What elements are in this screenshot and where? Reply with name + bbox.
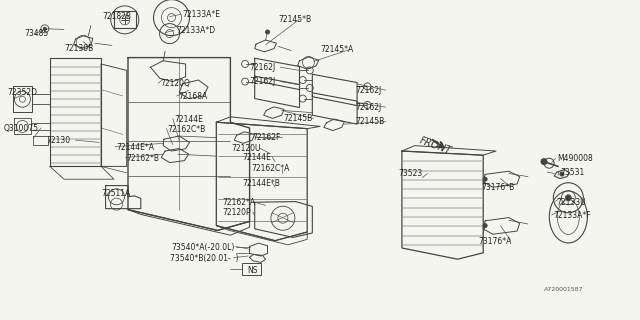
Text: 72511A: 72511A [101,189,131,198]
Text: 72120U: 72120U [232,144,261,153]
Text: M490008: M490008 [557,154,593,163]
Text: 72162*B: 72162*B [127,154,160,163]
Circle shape [483,177,487,181]
Text: 72162J: 72162J [355,103,381,112]
Text: FRONT: FRONT [418,135,452,156]
Text: 73540*B(20.01-  ): 73540*B(20.01- ) [170,254,238,263]
Text: 72182B: 72182B [102,12,131,20]
Text: 72130: 72130 [46,136,70,145]
Text: 72130B: 72130B [64,44,93,53]
Text: 73523: 73523 [398,169,422,178]
Text: 72120P: 72120P [223,208,252,217]
Text: 73531: 73531 [560,168,584,177]
Text: 72168A: 72168A [178,92,207,101]
Circle shape [483,224,487,228]
Text: NS: NS [248,266,258,275]
Text: 72144E: 72144E [242,153,271,162]
Text: 73176*A: 73176*A [479,237,512,246]
Bar [242,263,261,275]
Text: 72162C*B: 72162C*B [168,125,206,134]
Circle shape [541,159,547,164]
Text: 73540*A(-20.0L): 73540*A(-20.0L) [172,243,235,252]
Text: 72162J: 72162J [355,86,381,95]
Text: 72133A*E: 72133A*E [182,10,220,19]
Text: Q310075: Q310075 [3,124,38,133]
Text: 72133A*F: 72133A*F [554,212,591,220]
Text: 72145*B: 72145*B [278,15,312,24]
Text: 72352D: 72352D [8,88,38,97]
Text: 72162J: 72162J [250,77,276,86]
Text: 72144E: 72144E [174,115,203,124]
Text: 73176*B: 73176*B [481,183,515,192]
Text: 72133U: 72133U [557,198,586,207]
Text: 72145*A: 72145*A [320,45,353,54]
Text: 72133A*D: 72133A*D [176,26,215,35]
Circle shape [565,195,572,201]
Text: 72144E*A: 72144E*A [116,143,154,152]
Text: 73485: 73485 [24,29,49,38]
Text: 72145B: 72145B [283,114,312,123]
Text: 72144E*B: 72144E*B [242,179,280,188]
Text: 72162*A: 72162*A [223,198,256,207]
Circle shape [44,27,46,30]
Text: 72145B: 72145B [355,117,385,126]
Text: 72120Q: 72120Q [160,79,190,88]
Text: A720001587: A720001587 [544,287,584,292]
Circle shape [560,172,564,176]
Text: 72162J: 72162J [250,63,276,72]
Circle shape [266,30,269,34]
Text: 72162C*A: 72162C*A [251,164,289,173]
Text: 72162F: 72162F [253,133,281,142]
